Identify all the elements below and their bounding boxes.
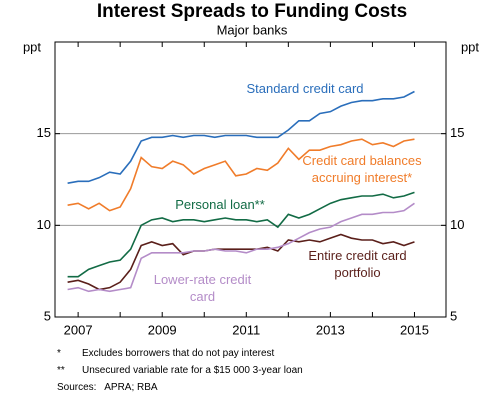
y2-tick-label: 15	[450, 125, 464, 140]
chart-subtitle: Major banks	[217, 22, 288, 37]
series-label: Entire credit card portfolio	[308, 248, 407, 280]
plot-frame	[54, 41, 447, 318]
footnote-text: Unsecured variable rate for a $15 000 3-…	[82, 365, 303, 376]
series-label: Standard credit card	[246, 81, 364, 96]
series-line	[67, 90, 415, 184]
chart-title: Interest Spreads to Funding Costs	[97, 1, 407, 22]
y-tick-label: 5	[44, 308, 51, 323]
x-tick-label: 2015	[400, 322, 429, 337]
y2-tick-label: 5	[450, 308, 457, 323]
footnote-marker: *	[57, 348, 61, 359]
y-axis-label: ppt	[23, 39, 41, 54]
series-line	[67, 202, 415, 293]
series-line	[67, 191, 415, 278]
sources: Sources: APRA; RBA	[57, 382, 158, 393]
y-tick-label: 10	[37, 217, 51, 232]
x-tick-label: 2013	[316, 322, 345, 337]
x-tick-label: 2007	[64, 322, 93, 337]
footnote-marker: **	[57, 365, 65, 376]
series-line	[67, 233, 415, 291]
series-label: Lower-rate credit card	[153, 272, 252, 304]
series-label: Credit card balances accruing interest*	[302, 153, 422, 185]
footnote-text: Excludes borrowers that do not pay inter…	[82, 348, 275, 359]
x-tick-label: 2011	[232, 322, 260, 337]
y2-axis-label: ppt	[461, 39, 479, 54]
series-label: Personal loan**	[175, 197, 265, 212]
y-tick-label: 15	[37, 125, 51, 140]
series-line	[67, 138, 415, 212]
y2-tick-label: 10	[450, 217, 464, 232]
x-tick-label: 2009	[148, 322, 177, 337]
